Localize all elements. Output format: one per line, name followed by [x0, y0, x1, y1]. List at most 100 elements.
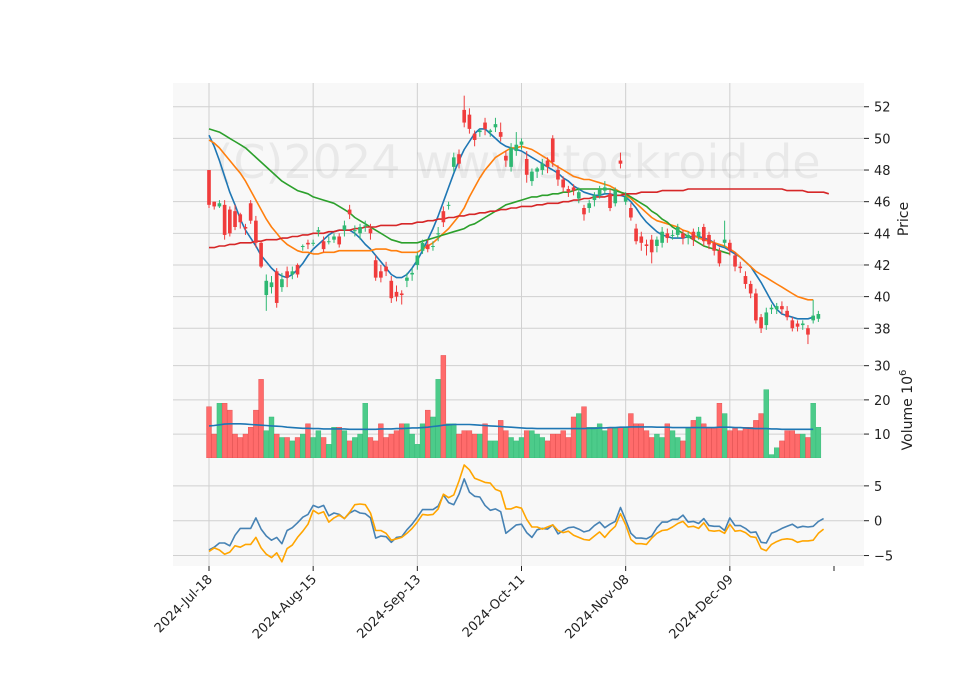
volume-bar	[346, 440, 353, 459]
volume-bar	[211, 433, 217, 459]
x-tick-label: 2024-Aug-15	[250, 572, 320, 642]
candle-body	[306, 242, 310, 245]
candle-body	[269, 282, 274, 288]
candle-body	[425, 244, 430, 250]
candle-body	[384, 266, 388, 272]
candle-body	[248, 203, 253, 221]
candle-body	[332, 236, 336, 240]
volume-bar	[586, 427, 592, 459]
candle-body	[754, 293, 758, 321]
indicator-line-2	[208, 464, 825, 563]
volume-bar	[242, 433, 249, 459]
volume-bars	[206, 355, 822, 459]
volume-bar	[279, 437, 285, 459]
volume-bar	[425, 409, 431, 459]
candle-body	[399, 293, 404, 296]
candle-body	[545, 160, 550, 167]
volume-bar	[784, 430, 790, 459]
candle-body	[342, 225, 347, 231]
volume-bar	[534, 433, 540, 459]
indicator-plot-background	[173, 458, 864, 566]
x-tick-label: 2024-Oct-11	[460, 572, 528, 640]
candle-body	[681, 233, 685, 239]
volume-bar	[794, 433, 801, 459]
volume-bar	[716, 403, 723, 459]
candle-body	[347, 209, 352, 215]
volume-bar	[576, 413, 582, 459]
candle-body	[431, 245, 435, 247]
candle-body	[629, 208, 633, 218]
candle-body	[233, 211, 237, 227]
candle-body	[764, 312, 769, 326]
candle-body	[483, 122, 487, 129]
price-tick-label: 38	[874, 322, 891, 337]
volume-bar	[779, 440, 785, 459]
volume-bar	[320, 437, 327, 459]
volume-bar	[659, 437, 665, 459]
candle-body	[691, 231, 696, 240]
volume-bar	[263, 430, 269, 459]
candle-body	[379, 271, 383, 278]
candle-body	[316, 230, 321, 232]
candle-body	[254, 220, 258, 243]
candle-body	[530, 171, 534, 182]
candle-body	[472, 133, 477, 140]
x-axis-ticks: 2024-Jul-18 2024-Aug-15 2024-Sep-13 2024-Oc…	[152, 566, 835, 642]
candle-body	[800, 323, 805, 326]
volume-bar	[695, 416, 702, 459]
volume-bar	[388, 433, 394, 459]
candle-body	[264, 280, 269, 296]
volume-bar	[706, 427, 712, 459]
candle-body	[769, 307, 774, 310]
candle-body	[295, 264, 300, 275]
candle-body	[389, 280, 394, 299]
volume-bar	[560, 430, 566, 459]
volume-bar	[649, 437, 655, 459]
candle-body	[535, 168, 539, 172]
candle-body	[493, 124, 498, 128]
indicator-panel: −5 0 5	[173, 458, 893, 566]
candle-body	[634, 228, 638, 242]
candle-body	[592, 195, 597, 201]
indicator-tick-label: 0	[874, 515, 882, 530]
volume-bar	[721, 413, 728, 459]
candle-body	[228, 209, 232, 234]
volume-bar	[747, 427, 754, 459]
candle-body	[639, 236, 644, 243]
candle-body	[582, 208, 586, 215]
volume-bar	[357, 433, 363, 459]
x-tick-label: 2024-Dec-09	[667, 572, 737, 642]
candle-body	[217, 203, 222, 207]
volume-bar	[654, 433, 660, 459]
volume-axis-title: Volume 106	[898, 370, 916, 451]
volume-bar	[232, 433, 238, 459]
volume-bar	[372, 440, 379, 459]
volume-bar	[633, 423, 639, 459]
candle-body	[462, 109, 467, 123]
candle-body	[509, 147, 513, 167]
candle-body	[550, 138, 555, 163]
price-tick-label: 40	[874, 291, 891, 306]
volume-average-line	[208, 422, 814, 431]
volume-bar	[341, 430, 348, 459]
candle-body	[806, 328, 810, 335]
candle-body	[259, 242, 263, 267]
volume-bar	[711, 427, 717, 459]
candle-body	[790, 320, 795, 329]
price-panel: (C)2024 www.stockroid.de 38 40 42 44 46 48 50 5…	[173, 83, 912, 352]
volume-bar	[675, 437, 681, 459]
price-tick-label: 52	[874, 101, 891, 116]
candle-body	[655, 239, 659, 246]
candle-body	[717, 250, 722, 264]
volume-bar	[362, 403, 368, 459]
price-plot-background	[173, 83, 864, 352]
candle-body	[675, 226, 680, 235]
volume-bar	[727, 430, 733, 459]
candle-body	[566, 189, 571, 193]
indicator-tick-label: 5	[874, 480, 882, 495]
volume-bar	[440, 355, 447, 459]
volume-bar	[550, 433, 556, 459]
volume-bar	[477, 433, 483, 459]
candle-body	[498, 132, 503, 137]
volume-bar	[638, 423, 644, 459]
